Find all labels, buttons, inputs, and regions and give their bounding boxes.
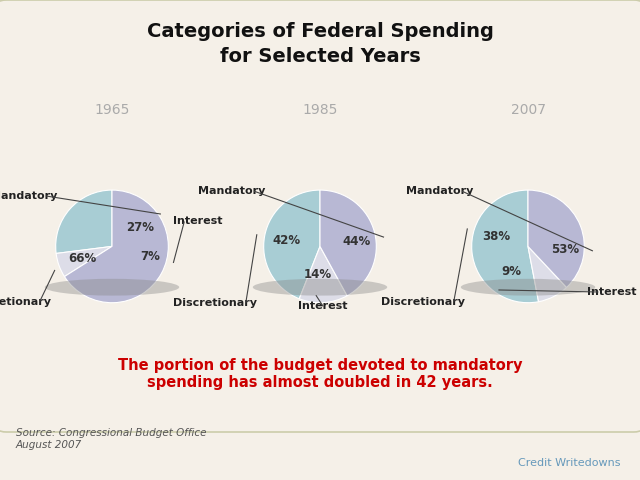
Text: 1965: 1965	[94, 103, 130, 117]
Text: Discretionary: Discretionary	[0, 297, 51, 307]
Text: Mandatory: Mandatory	[198, 186, 266, 196]
Text: 42%: 42%	[273, 234, 301, 247]
Text: Mandatory: Mandatory	[0, 191, 58, 201]
Wedge shape	[320, 190, 376, 296]
Text: 44%: 44%	[342, 235, 371, 248]
Text: Mandatory: Mandatory	[406, 186, 474, 196]
Text: 38%: 38%	[482, 230, 510, 243]
Text: 27%: 27%	[126, 221, 154, 234]
Wedge shape	[528, 190, 584, 288]
Text: Interest: Interest	[587, 287, 636, 297]
Text: 14%: 14%	[303, 268, 332, 281]
Text: Discretionary: Discretionary	[381, 297, 465, 307]
Text: Source: Congressional Budget Office
August 2007: Source: Congressional Budget Office Augu…	[16, 428, 207, 450]
Wedge shape	[65, 190, 168, 303]
Wedge shape	[264, 190, 320, 299]
Text: Interest: Interest	[173, 216, 222, 227]
Text: 7%: 7%	[140, 250, 160, 263]
Text: 2007: 2007	[511, 103, 545, 117]
Text: 53%: 53%	[551, 242, 579, 255]
Text: Discretionary: Discretionary	[173, 298, 257, 308]
Text: 1985: 1985	[302, 103, 338, 117]
Text: 9%: 9%	[501, 265, 521, 278]
Wedge shape	[472, 190, 538, 303]
Text: Interest: Interest	[298, 301, 348, 312]
Wedge shape	[300, 246, 347, 303]
Text: The portion of the budget devoted to mandatory
spending has almost doubled in 42: The portion of the budget devoted to man…	[118, 358, 522, 390]
Wedge shape	[56, 190, 112, 253]
Wedge shape	[56, 246, 112, 276]
Text: Categories of Federal Spending
for Selected Years: Categories of Federal Spending for Selec…	[147, 22, 493, 66]
Text: 66%: 66%	[68, 252, 96, 265]
Wedge shape	[528, 246, 566, 302]
Text: Credit Writedowns: Credit Writedowns	[518, 458, 621, 468]
